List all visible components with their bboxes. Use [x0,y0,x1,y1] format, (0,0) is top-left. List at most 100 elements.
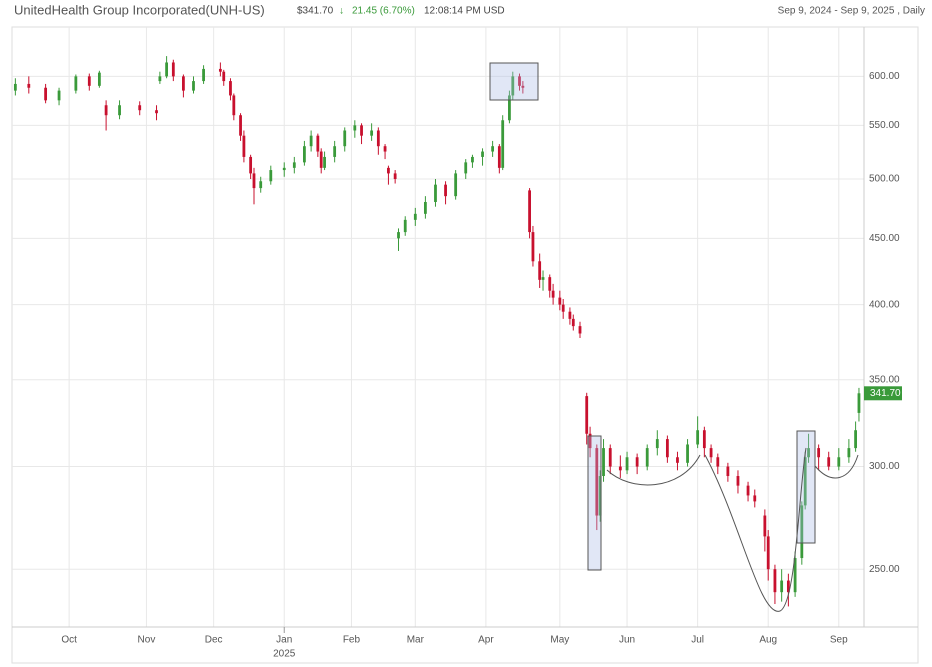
candle-body [837,457,841,467]
candle-body [817,448,821,458]
candle-body [87,76,91,86]
change-arrow: ↓ [339,6,344,17]
candle-body [397,232,400,239]
chart-title: UnitedHealth Group Incorporated(UNH-US) [14,2,265,17]
x-tick-label: Jan [276,635,292,646]
candle-body [259,181,263,189]
candle-body [155,110,158,114]
candle-body [57,90,61,101]
candle-body [508,95,511,121]
candle-body [541,277,545,280]
candle-body [531,232,535,262]
candle-body [303,146,306,163]
candle-body [753,495,757,502]
x-tick-label: May [550,635,569,646]
candle-body [323,156,326,168]
candle-body [571,318,575,327]
candle-body [423,201,427,214]
x-tick-label: Jul [691,635,704,646]
candle-body [316,135,320,152]
highlight-box [796,430,816,544]
candle-body [97,72,101,86]
x-tick-label: Sep [830,635,848,646]
x-tick-label: Mar [407,635,425,646]
candle-body [292,162,296,168]
candle-body [229,81,232,96]
curve [704,447,807,612]
curve [814,454,859,479]
candle-body [413,213,417,220]
candle-body [44,87,48,101]
y-tick-label: 550.00 [869,120,900,131]
x-tick-label: Apr [478,635,494,646]
candle-body [645,448,649,467]
candle-body [501,120,505,168]
candle-body [249,156,253,174]
candle-body [595,448,599,516]
date-range: Sep 9, 2024 - Sep 9, 2025 , Daily [778,6,925,17]
candle-body [847,448,851,458]
candle-body [158,76,162,82]
candle-body [686,444,689,463]
candle-body [118,105,121,116]
y-tick-label: 400.00 [869,299,900,310]
candle-body [434,184,437,202]
candle-body [171,62,175,77]
x-tick-label: Jun [619,635,635,646]
candle-body [464,162,468,174]
candle-body [454,173,458,197]
last-price-box [864,386,902,401]
candle-body [383,146,387,152]
candle-body [568,311,572,319]
time: 12:08:14 PM USD [424,6,505,17]
candle-body [558,297,562,305]
curve [606,454,701,486]
candle-body [548,277,552,291]
candle-body [232,95,236,116]
candle-body [528,190,531,233]
candle-body [807,448,810,458]
candle-body [481,151,484,157]
candle-body [138,105,142,111]
candle-body [578,326,582,334]
candle-body [588,433,592,449]
candle-body [104,105,108,116]
candle-body [252,173,256,189]
chart-frame [11,26,919,664]
candle-body [618,466,622,471]
candle-body [218,68,222,72]
annotations [489,62,859,612]
candle-body [444,184,447,197]
highlight-box [587,435,602,571]
price: $341.70 [297,6,334,17]
year-label: 2025 [273,649,296,660]
candle-body [766,536,770,570]
candle-body [793,558,797,593]
candle-body [393,173,397,180]
candle-body [786,580,790,593]
x-tick-label: Dec [205,635,223,646]
candle-body [763,515,767,537]
candle-body [497,146,501,168]
y-tick-label: 600.00 [869,71,900,82]
candle-body [269,170,273,182]
y-tick-label: 450.00 [869,233,900,244]
candle-body [716,457,720,467]
candle-body [521,85,525,88]
candle-body [74,76,78,91]
candle-body [13,83,17,91]
candle-body [608,448,612,467]
candle-body [561,304,565,312]
candle-body [353,125,357,131]
candle-body [309,135,313,147]
grid [12,27,864,627]
candle-body [598,476,602,516]
y-tick-label: 250.00 [869,564,900,575]
candle-body [165,62,169,77]
candle-body [773,569,777,593]
candle-body [696,430,700,445]
x-tick-label: Feb [343,635,361,646]
candle-body [222,71,226,82]
candle-body [343,130,347,147]
highlight-box [489,62,539,101]
